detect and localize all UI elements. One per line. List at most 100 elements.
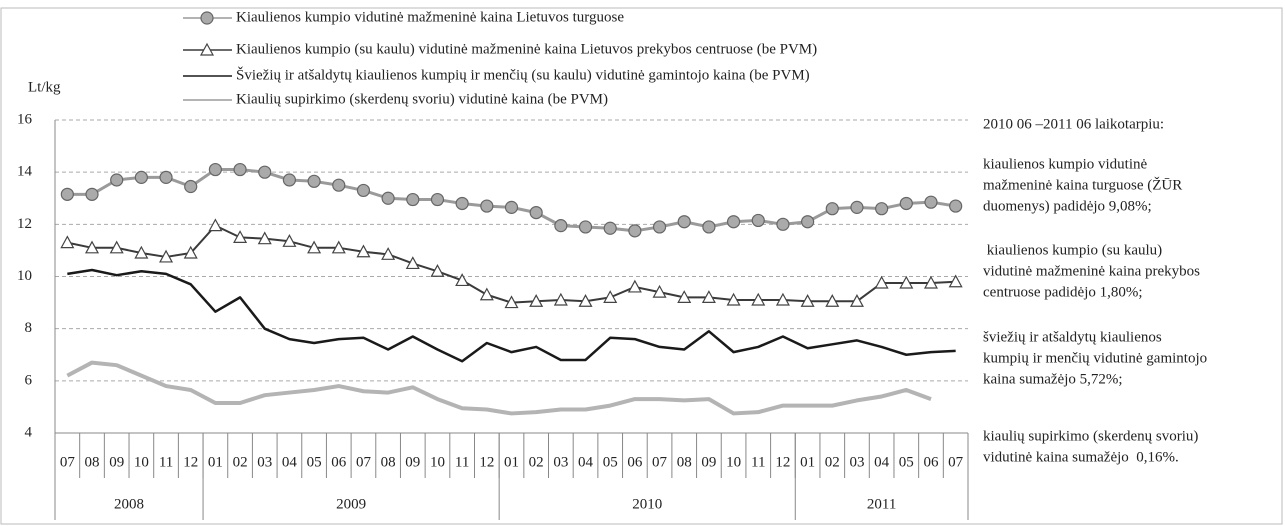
x-tick-label: 06 xyxy=(923,454,939,470)
x-tick-label: 01 xyxy=(504,454,519,470)
x-tick-label: 10 xyxy=(134,454,149,470)
point xyxy=(899,196,913,211)
series-line xyxy=(67,168,956,233)
x-tick-label: 10 xyxy=(430,454,445,470)
x-tick-label: 06 xyxy=(331,454,347,470)
point xyxy=(430,192,445,207)
point xyxy=(134,170,148,184)
x-tick-label: 04 xyxy=(282,454,298,470)
point xyxy=(627,279,642,293)
x-tick-label: 02 xyxy=(233,454,248,470)
chart-frame xyxy=(0,7,1283,525)
x-tick-label: 09 xyxy=(405,454,420,470)
point xyxy=(628,224,642,238)
point xyxy=(430,264,445,277)
point xyxy=(159,170,173,184)
x-tick-label: 12 xyxy=(775,454,790,470)
point xyxy=(529,205,543,220)
x-tick-label: 08 xyxy=(677,454,692,470)
point xyxy=(60,187,74,201)
annotation: duomenys) padidėjo 9,08%; xyxy=(983,198,1152,214)
point xyxy=(553,292,568,306)
annotation: centruose padidėjo 1,80%; xyxy=(983,284,1143,300)
point xyxy=(702,220,716,234)
point xyxy=(282,234,297,247)
point xyxy=(282,173,297,187)
annotation: 2010 06 –2011 06 laikotarpiu: xyxy=(983,116,1164,132)
annotation: kiaulienos kumpio (su kaulu) xyxy=(983,242,1162,258)
annotation: vidutinė mažmeninė kaina prekybos xyxy=(983,263,1200,279)
point xyxy=(406,192,420,207)
x-tick-label: 12 xyxy=(479,454,494,470)
point xyxy=(874,275,889,289)
point xyxy=(554,219,568,233)
point xyxy=(455,273,470,287)
x-tick-label: 07 xyxy=(948,454,964,470)
y-tick-label: 12 xyxy=(17,216,32,232)
point xyxy=(159,249,174,263)
point xyxy=(208,162,222,177)
x-tick-label: 02 xyxy=(825,454,840,470)
y-tick-label: 8 xyxy=(25,320,33,336)
x-tick-label: 07 xyxy=(652,454,668,470)
x-tick-label: 03 xyxy=(257,454,272,470)
x-tick-label: 07 xyxy=(356,454,372,470)
point xyxy=(109,240,124,254)
point xyxy=(233,162,247,177)
y-tick-label: 4 xyxy=(25,424,33,440)
point xyxy=(405,256,420,270)
point xyxy=(381,247,396,260)
point xyxy=(923,275,938,289)
x-tick-label: 11 xyxy=(455,454,469,470)
x-tick-label: 06 xyxy=(627,454,643,470)
y-tick-label: 14 xyxy=(17,164,33,180)
point xyxy=(850,200,864,214)
year-label: 2011 xyxy=(867,496,896,512)
point xyxy=(479,287,494,301)
point xyxy=(307,240,322,254)
point xyxy=(603,221,617,235)
x-tick-label: 04 xyxy=(578,454,594,470)
legend-label: Kiaulienos kumpio (su kaulu) vidutinė ma… xyxy=(236,41,817,57)
year-label: 2010 xyxy=(632,496,662,512)
point xyxy=(948,274,963,288)
point xyxy=(381,191,395,205)
point xyxy=(60,235,75,249)
annotation: kaina sumažėjo 5,72%; xyxy=(983,371,1123,387)
point xyxy=(184,179,198,194)
point xyxy=(85,187,99,201)
point xyxy=(200,11,214,25)
point xyxy=(110,173,124,187)
x-tick-label: 05 xyxy=(899,454,914,470)
point xyxy=(307,174,321,188)
x-tick-label: 01 xyxy=(208,454,223,470)
point xyxy=(331,240,346,254)
point xyxy=(825,202,839,216)
x-tick-label: 03 xyxy=(553,454,568,470)
legend-label: Kiaulių supirkimo (skerdenų svoriu) vidu… xyxy=(236,91,608,107)
x-tick-label: 08 xyxy=(85,454,100,470)
point xyxy=(85,240,100,254)
y-tick-label: 16 xyxy=(17,111,33,127)
point xyxy=(652,284,667,298)
point xyxy=(504,295,519,309)
annotation: mažmeninė kaina turguose (ŽŪR xyxy=(983,176,1182,193)
point xyxy=(825,294,840,307)
point xyxy=(800,294,815,307)
point xyxy=(776,217,790,231)
y-tick-label: 10 xyxy=(17,268,32,284)
point xyxy=(924,195,938,209)
legend-label: Šviežių ir atšaldytų kiaulienos kumpių i… xyxy=(236,66,810,83)
point xyxy=(849,294,864,307)
year-label: 2009 xyxy=(336,496,366,512)
year-label: 2008 xyxy=(114,496,144,512)
y-tick-label: 6 xyxy=(25,372,33,388)
series-line xyxy=(66,360,932,416)
annotation: vidutinė kaina sumažėjo 0,16%. xyxy=(983,449,1179,465)
x-tick-label: 02 xyxy=(529,454,544,470)
x-tick-label: 10 xyxy=(726,454,741,470)
point xyxy=(801,215,815,229)
point xyxy=(726,215,741,229)
point xyxy=(751,292,766,306)
